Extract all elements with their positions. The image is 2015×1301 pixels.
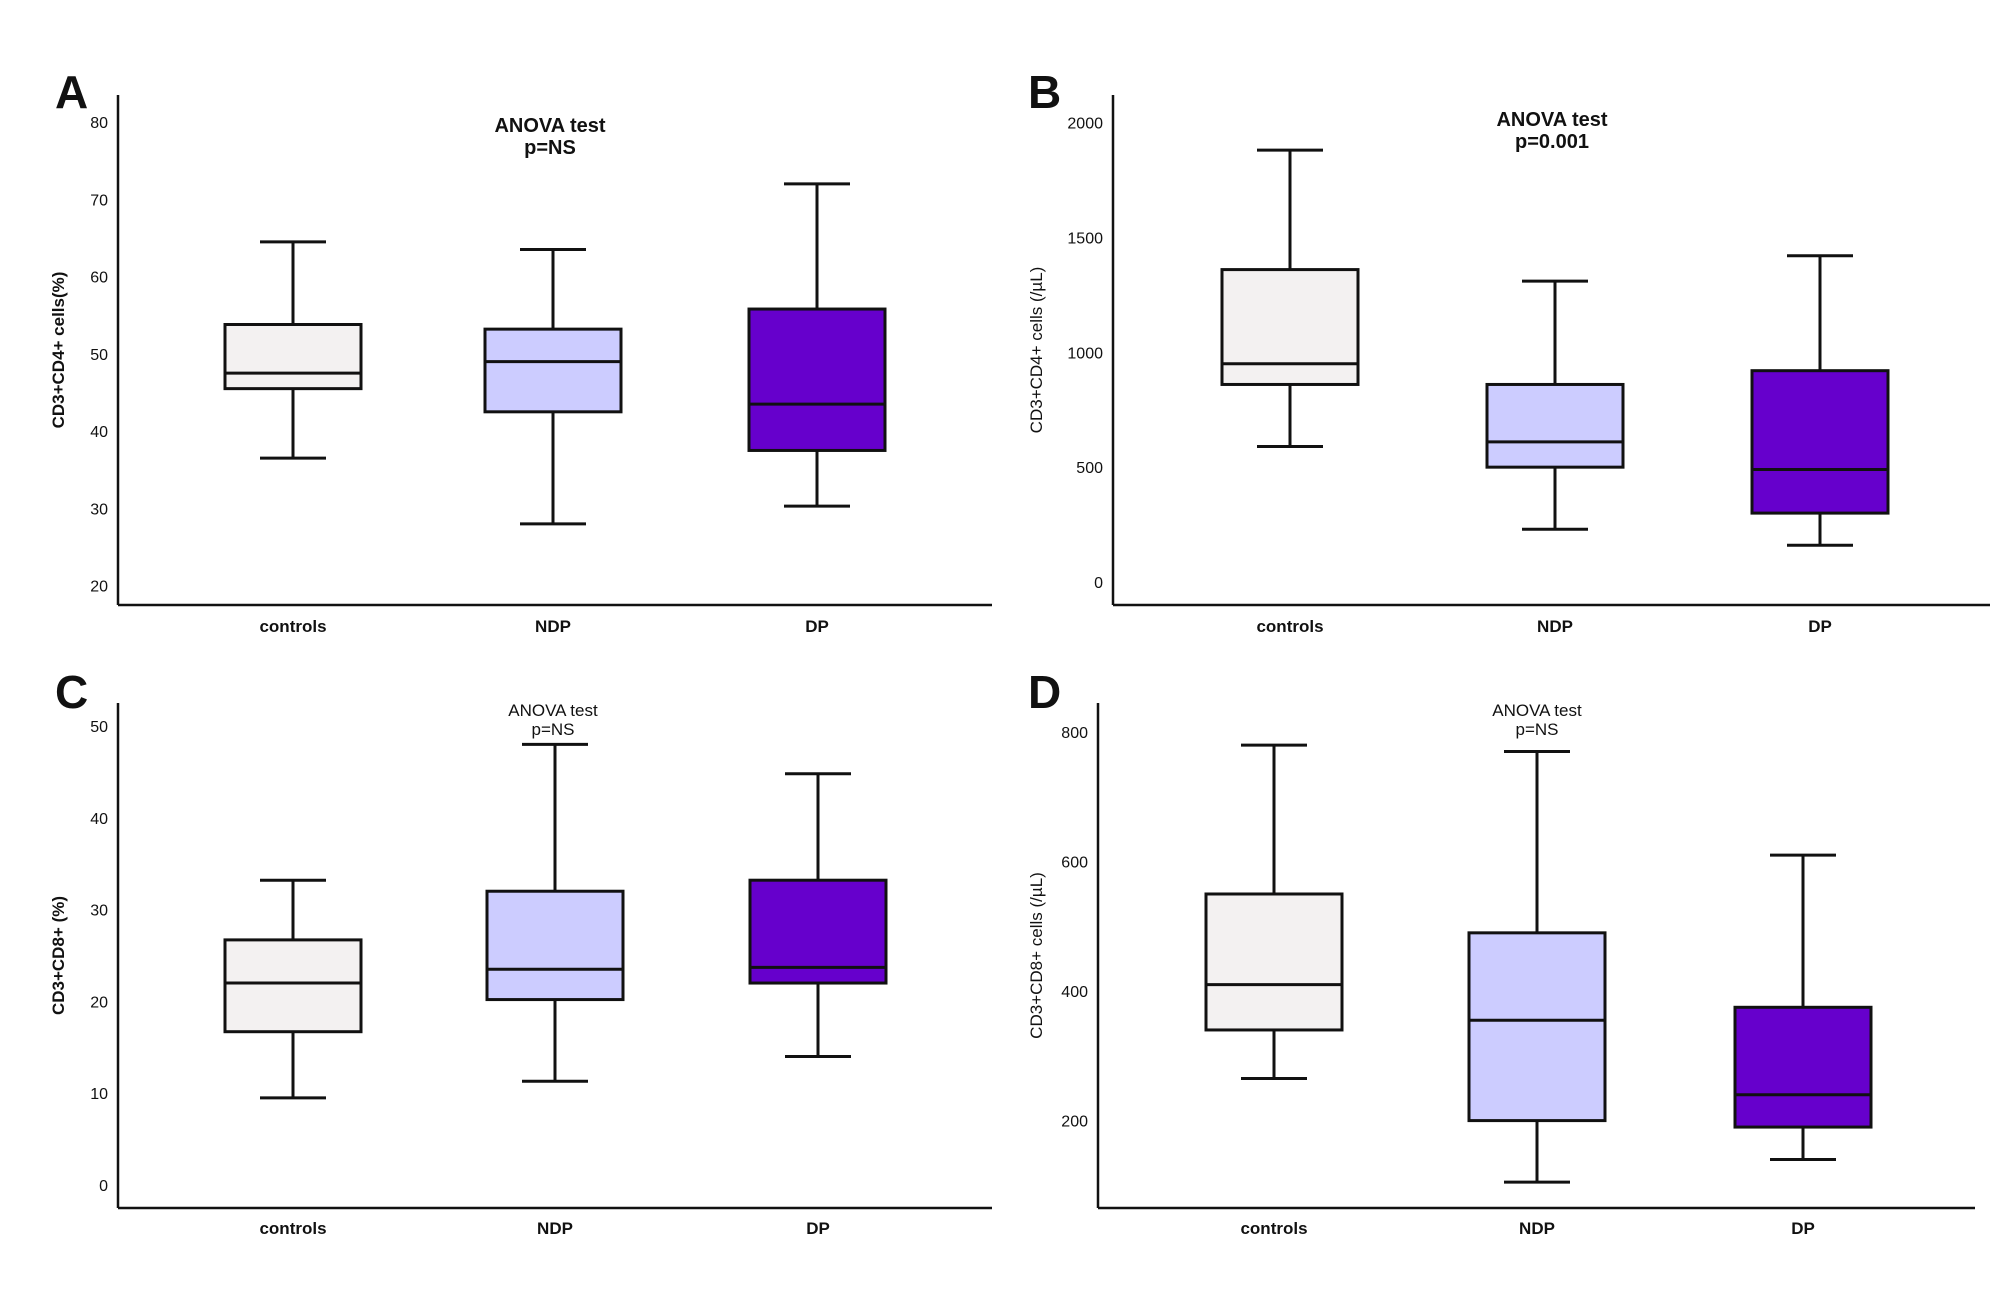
x-tick-label: NDP	[1537, 617, 1573, 636]
y-tick-label: 2000	[1067, 116, 1103, 133]
box-controls	[1220, 148, 1360, 448]
y-tick-label: 500	[1076, 460, 1103, 477]
y-tick-label: 0	[99, 1178, 108, 1195]
panel-label: C	[55, 666, 88, 718]
iqr-box	[1220, 268, 1360, 386]
x-tick-label: controls	[259, 1219, 326, 1238]
box-ndp	[1485, 279, 1625, 531]
x-tick-label: controls	[1240, 1219, 1307, 1238]
y-tick-label: 200	[1061, 1114, 1088, 1131]
y-tick-label: 20	[90, 994, 108, 1011]
x-tick-label: controls	[1256, 617, 1323, 636]
y-tick-label: 10	[90, 1086, 108, 1103]
panel-d: D 200 400 600 800 CD3+CD8+ cells (/µL) ANOVA t…	[1027, 666, 1975, 1238]
x-tick-label: DP	[1808, 617, 1832, 636]
anova-annotation: p=NS	[532, 720, 575, 739]
y-axis-label: CD3+CD8+ cells (/µL)	[1027, 872, 1046, 1039]
y-tick-label: 70	[90, 192, 108, 209]
y-tick-label: 600	[1061, 855, 1088, 872]
iqr-box	[748, 878, 888, 985]
box-ndp	[483, 248, 623, 526]
iqr-box	[223, 323, 363, 391]
iqr-box	[483, 327, 623, 414]
x-tick-label: NDP	[535, 617, 571, 636]
y-tick-label: 60	[90, 270, 108, 287]
iqr-box	[485, 889, 625, 1002]
y-tick-label: 40	[90, 424, 108, 441]
anova-annotation: ANOVA test	[494, 115, 605, 137]
panel-b: B 0 500 1000 1500 2000 CD3+CD4+ cells (/µL) ANO…	[1027, 66, 1990, 636]
panel-label: B	[1028, 66, 1061, 118]
x-tick-label: DP	[1791, 1219, 1815, 1238]
iqr-box	[1204, 892, 1344, 1032]
y-axis-label: CD3+CD8+ (%)	[49, 896, 68, 1015]
y-tick-label: 0	[1094, 575, 1103, 592]
anova-annotation: p=0.001	[1515, 131, 1589, 153]
anova-annotation: ANOVA test	[1492, 701, 1582, 720]
iqr-box	[1467, 931, 1607, 1123]
anova-annotation: ANOVA test	[1496, 109, 1607, 131]
iqr-box	[1750, 369, 1890, 515]
y-tick-label: 400	[1061, 984, 1088, 1001]
iqr-box	[223, 938, 363, 1034]
x-tick-label: NDP	[537, 1219, 573, 1238]
y-tick-label: 50	[90, 719, 108, 736]
panel-a: A 20 30 40 50 60 70 80 CD3+CD4+ cells(%) ANOVA te…	[49, 66, 992, 636]
x-tick-label: NDP	[1519, 1219, 1555, 1238]
y-tick-label: 20	[90, 579, 108, 596]
box-dp	[1750, 254, 1890, 547]
box-dp	[747, 182, 887, 508]
y-tick-label: 40	[90, 811, 108, 828]
box-controls	[1204, 743, 1344, 1081]
box-ndp	[485, 742, 625, 1083]
panel-label: A	[55, 66, 88, 118]
anova-annotation: p=NS	[524, 137, 576, 159]
anova-annotation: p=NS	[1516, 720, 1559, 739]
box-controls	[223, 878, 363, 1100]
anova-annotation: ANOVA test	[508, 701, 598, 720]
y-tick-label: 50	[90, 347, 108, 364]
y-tick-label: 1000	[1067, 345, 1103, 362]
x-tick-label: controls	[259, 617, 326, 636]
x-tick-label: DP	[805, 617, 829, 636]
y-tick-label: 80	[90, 115, 108, 132]
iqr-box	[1485, 382, 1625, 469]
y-tick-label: 30	[90, 501, 108, 518]
box-controls	[223, 240, 363, 460]
box-dp	[1733, 853, 1873, 1161]
box-dp	[748, 772, 888, 1058]
iqr-box	[1733, 1005, 1873, 1129]
y-axis-label: CD3+CD4+ cells(%)	[49, 272, 68, 429]
x-tick-label: DP	[806, 1219, 830, 1238]
iqr-box	[747, 307, 887, 452]
panel-label: D	[1028, 666, 1061, 718]
box-ndp	[1467, 750, 1607, 1184]
y-tick-label: 1500	[1067, 230, 1103, 247]
y-axis-label: CD3+CD4+ cells (/µL)	[1027, 267, 1046, 434]
y-tick-label: 30	[90, 903, 108, 920]
y-tick-label: 800	[1061, 725, 1088, 742]
